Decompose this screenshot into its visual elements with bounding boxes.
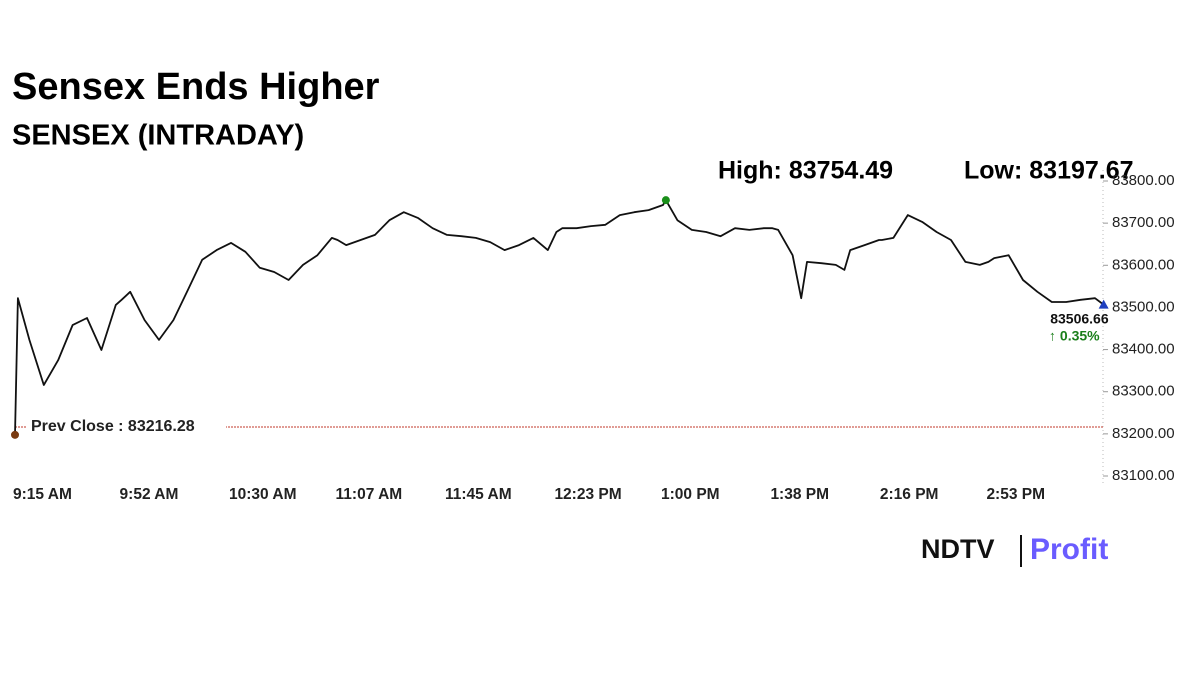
start-marker (11, 430, 19, 439)
x-tick-label: 2:53 PM (986, 486, 1045, 503)
high-marker (661, 196, 670, 205)
y-tick-label: 83800.00 (1112, 172, 1175, 189)
y-tick-label: 83300.00 (1112, 383, 1175, 400)
y-tick-label: 83400.00 (1112, 341, 1175, 358)
prev-close-label: Prev Close : 83216.28 (31, 418, 195, 435)
y-tick-label: 83600.00 (1112, 256, 1175, 273)
x-tick-label: 1:00 PM (661, 486, 720, 503)
y-tick-label: 83700.00 (1112, 214, 1175, 231)
prev-close-label-bg (26, 415, 226, 436)
last-value-label: 83506.66 (1050, 310, 1109, 326)
x-tick-label: 9:52 AM (120, 486, 179, 503)
y-tick-label: 83500.00 (1112, 298, 1175, 315)
brand-ndtv: NDTV (921, 534, 995, 564)
low-label: Low: 83197.67 (964, 157, 1134, 185)
x-tick-label: 12:23 PM (554, 486, 621, 503)
end-marker (1098, 299, 1109, 309)
x-tick-label: 11:07 AM (336, 486, 403, 503)
y-tick-label: 83200.00 (1112, 425, 1175, 442)
x-tick-label: 1:38 PM (770, 486, 829, 503)
x-tick-label: 2:16 PM (880, 486, 939, 503)
x-tick-label: 9:15 AM (13, 486, 72, 503)
brand-profit: Profit (1030, 533, 1108, 566)
change-label: ↑ 0.35% (1049, 327, 1100, 343)
y-tick-label: 83100.00 (1112, 467, 1175, 484)
x-tick-label: 10:30 AM (229, 486, 296, 503)
price-line (14, 199, 1105, 435)
high-label: High: 83754.49 (718, 157, 893, 185)
chart-title: Sensex Ends Higher (12, 66, 380, 108)
x-tick-label: 11:45 AM (445, 486, 512, 503)
chart-subtitle: SENSEX (INTRADAY) (12, 120, 304, 152)
